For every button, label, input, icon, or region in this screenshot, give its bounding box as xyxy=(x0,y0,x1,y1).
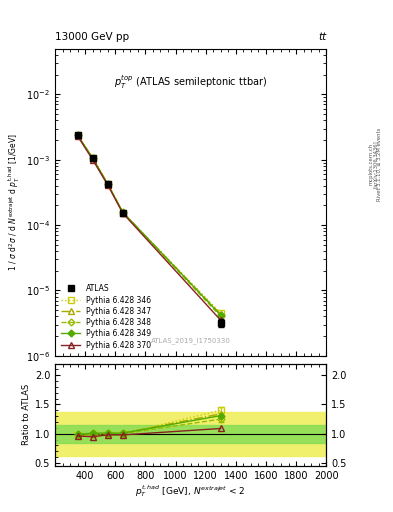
Text: [arXiv:1306.3436]: [arXiv:1306.3436] xyxy=(373,140,378,188)
Y-axis label: 1 / $\sigma$ d$^2\sigma$ / d $N^{\rm extrajet}$ d $p_T^{\rm t,had}$ [1/GeV]: 1 / $\sigma$ d$^2\sigma$ / d $N^{\rm ext… xyxy=(6,133,22,271)
Text: $p_T^{top}$ (ATLAS semileptonic ttbar): $p_T^{top}$ (ATLAS semileptonic ttbar) xyxy=(114,73,267,91)
Text: Rivet 3.1.10, ≥ 3.2M events: Rivet 3.1.10, ≥ 3.2M events xyxy=(377,127,382,201)
Text: mcplots.cern.ch: mcplots.cern.ch xyxy=(369,143,374,185)
Legend: ATLAS, Pythia 6.428 346, Pythia 6.428 347, Pythia 6.428 348, Pythia 6.428 349, P: ATLAS, Pythia 6.428 346, Pythia 6.428 34… xyxy=(59,282,154,352)
Text: 13000 GeV pp: 13000 GeV pp xyxy=(55,32,129,42)
X-axis label: $p_T^{t,had}$ [GeV], $N^{extra jet}$ < 2: $p_T^{t,had}$ [GeV], $N^{extra jet}$ < 2 xyxy=(135,483,246,499)
Text: ATLAS_2019_I1750330: ATLAS_2019_I1750330 xyxy=(151,337,231,344)
Text: tt: tt xyxy=(318,32,326,42)
Y-axis label: Ratio to ATLAS: Ratio to ATLAS xyxy=(22,384,31,445)
